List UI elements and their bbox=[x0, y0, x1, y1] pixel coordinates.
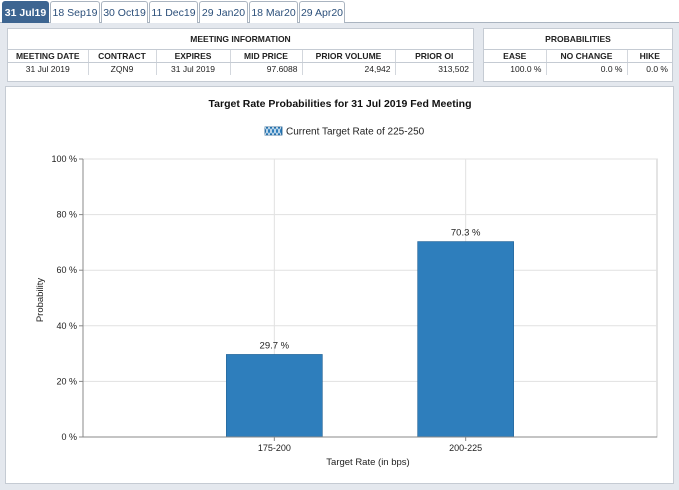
header-prior-oi: PRIOR OI bbox=[395, 49, 473, 63]
tab-11-dec19[interactable]: 11 Dec19 bbox=[149, 1, 198, 23]
header-ease: EASE bbox=[484, 49, 547, 63]
plot-area bbox=[82, 158, 658, 438]
chart-title: Target Rate Probabilities for 31 Jul 201… bbox=[209, 98, 472, 110]
chart-legend[interactable]: Current Target Rate of 225-250 bbox=[264, 126, 425, 138]
tab-18-mar20[interactable]: 18 Mar20 bbox=[249, 1, 298, 23]
probabilities-panel: PROBABILITIES EASE NO CHANGE HIKE 100.0 … bbox=[483, 28, 673, 82]
x-tick-label: 200-225 bbox=[449, 443, 482, 453]
x-axis-title: Target Rate (in bps) bbox=[326, 457, 409, 468]
data-label: 70.3 % bbox=[451, 228, 481, 239]
header-prior-volume: PRIOR VOLUME bbox=[302, 49, 396, 63]
tab-31-jul19[interactable]: 31 Jul19 bbox=[2, 1, 49, 23]
meeting-information-caption: MEETING INFORMATION bbox=[8, 29, 473, 50]
contract-value: ZQN9 bbox=[88, 62, 157, 75]
y-tick-label: 40 % bbox=[56, 321, 77, 331]
meeting-date-value: 31 Jul 2019 bbox=[8, 62, 89, 75]
tab-29-jan20[interactable]: 29 Jan20 bbox=[199, 1, 248, 23]
legend-hatch-icon bbox=[264, 126, 282, 136]
tab-29-apr20[interactable]: 29 Apr20 bbox=[299, 1, 345, 23]
y-axis-title: Probability bbox=[35, 278, 46, 323]
bar-200-225 bbox=[417, 241, 514, 438]
tab-18-sep19[interactable]: 18 Sep19 bbox=[50, 1, 100, 23]
expires-value: 31 Jul 2019 bbox=[156, 62, 231, 75]
chart-panel: Target Rate Probabilities for 31 Jul 201… bbox=[5, 86, 674, 484]
y-tick-label: 100 % bbox=[51, 154, 77, 164]
meeting-information-panel: MEETING INFORMATION MEETING DATE CONTRAC… bbox=[7, 28, 474, 82]
tab-30-oct19[interactable]: 30 Oct19 bbox=[101, 1, 148, 23]
prior-oi-value: 313,502 bbox=[438, 63, 469, 74]
no-change-value: 0.0 % bbox=[546, 62, 628, 75]
y-tick-label: 0 % bbox=[61, 432, 77, 442]
hike-value: 0.0 % bbox=[646, 63, 668, 74]
y-tick-label: 60 % bbox=[56, 265, 77, 275]
header-expires: EXPIRES bbox=[156, 49, 231, 63]
legend-label: Current Target Rate of 225-250 bbox=[286, 127, 425, 138]
header-contract: CONTRACT bbox=[88, 49, 157, 63]
target-rate-chart: Target Rate Probabilities for 31 Jul 201… bbox=[35, 98, 658, 468]
prior-volume-value: 24,942 bbox=[302, 62, 396, 75]
probabilities-caption: PROBABILITIES bbox=[484, 29, 672, 50]
data-label: 29.7 % bbox=[260, 340, 290, 351]
header-mid-price: MID PRICE bbox=[230, 49, 303, 63]
header-no-change: NO CHANGE bbox=[546, 49, 628, 63]
y-tick-label: 20 % bbox=[56, 376, 77, 386]
header-hike: HIKE bbox=[627, 49, 672, 63]
probabilities-table: PROBABILITIES EASE NO CHANGE HIKE 100.0 … bbox=[484, 29, 672, 75]
meeting-information-table: MEETING INFORMATION MEETING DATE CONTRAC… bbox=[8, 29, 473, 75]
mid-price-value: 97.6088 bbox=[230, 62, 303, 75]
bar-175-200 bbox=[226, 354, 323, 438]
meeting-tab-bar: 31 Jul19 18 Sep19 30 Oct19 11 Dec19 29 J… bbox=[0, 0, 679, 23]
ease-value: 100.0 % bbox=[484, 62, 547, 75]
y-tick-label: 80 % bbox=[56, 210, 77, 220]
x-tick-label: 175-200 bbox=[258, 443, 291, 453]
header-meeting-date: MEETING DATE bbox=[8, 49, 89, 63]
legend-swatch-icon bbox=[264, 126, 283, 136]
